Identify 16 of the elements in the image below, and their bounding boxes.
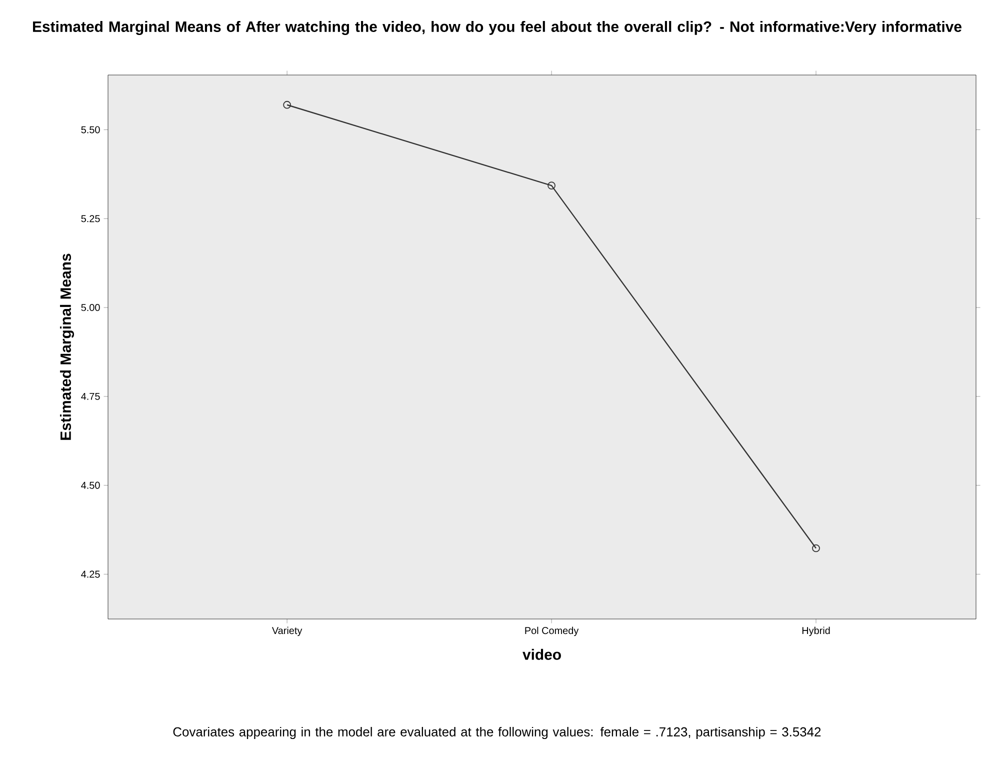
point — [812, 544, 820, 552]
x-tick-label: Hybrid — [802, 626, 830, 636]
y-axis-title: Estimated Marginal Means — [60, 254, 74, 440]
x-axis-title: video — [522, 648, 561, 660]
y-tick-label: 5.25 — [81, 215, 100, 222]
chart-title: Estimated Marginal Means of After watching the video, how do you feel about the overall clip? - Not informative:Very informative — [33, 21, 962, 35]
y-tick-label: 4.25 — [81, 570, 100, 578]
y-tick-label: 4.50 — [81, 482, 100, 489]
y-tick-label: 4.75 — [81, 392, 100, 400]
y-tick-label: 5.00 — [81, 304, 100, 312]
x-tick-label: Variety — [272, 626, 302, 636]
point — [283, 100, 291, 109]
point — [548, 182, 556, 190]
x-tick-label: Pol Comedy — [525, 626, 579, 636]
text: Covariates appearing in the model are evaluated at the following values: female = .7123, partisanship = 3.5342 — [173, 726, 821, 740]
y-tick-label: 5.50 — [81, 126, 100, 134]
